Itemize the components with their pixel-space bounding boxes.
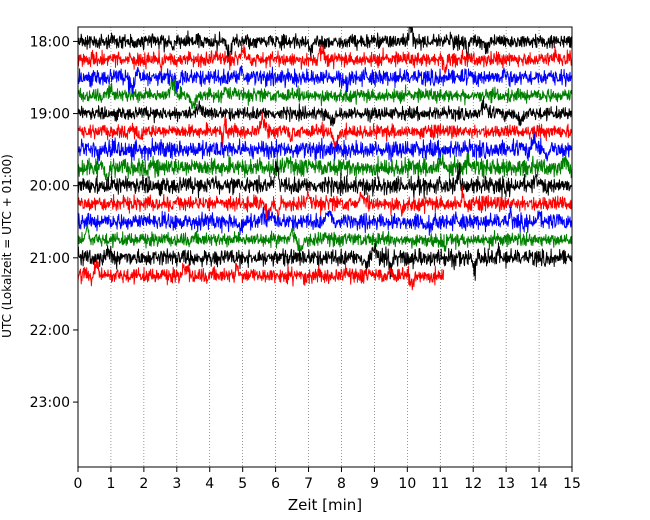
x-tick-label: 15 — [563, 476, 581, 492]
y-tick-label: 21:00 — [30, 251, 70, 267]
x-tick-label: 0 — [74, 476, 83, 492]
seismogram-trace — [78, 185, 572, 220]
y-tick-label: 22:00 — [30, 323, 70, 339]
seismogram-trace — [78, 151, 572, 182]
x-tick-label: 13 — [497, 476, 515, 492]
x-axis-ticks: 0 1 2 3 4 5 6 7 8 9 10 11 12 13 14 15 — [74, 467, 581, 492]
seismogram-trace — [78, 76, 572, 110]
x-tick-label: 8 — [337, 476, 346, 492]
vertical-grid-lines — [110, 27, 540, 467]
x-tick-label: 7 — [304, 476, 313, 492]
x-tick-label: 4 — [205, 476, 214, 492]
seismogram-trace — [78, 160, 572, 199]
seismogram-trace — [78, 111, 572, 149]
x-tick-label: 3 — [172, 476, 181, 492]
x-tick-label: 11 — [431, 476, 449, 492]
seismogram-traces — [78, 27, 572, 291]
seismogram-trace — [78, 259, 445, 291]
y-axis-ticks: 18:00 19:00 20:00 21:00 22:00 23:00 — [30, 34, 78, 411]
x-tick-label: 2 — [139, 476, 148, 492]
seismogram-trace — [78, 132, 572, 165]
x-tick-label: 9 — [370, 476, 379, 492]
seismogram-trace — [78, 206, 572, 236]
seismogram-trace — [78, 223, 572, 254]
x-tick-label: 12 — [464, 476, 482, 492]
x-tick-label: 14 — [530, 476, 548, 492]
seismogram-trace — [78, 242, 572, 281]
seismogram-trace — [78, 44, 572, 76]
y-axis-label: UTC (Lokalzeit = UTC + 01:00) — [0, 154, 14, 338]
seismogram-trace — [78, 98, 572, 127]
seismogram-trace — [78, 65, 572, 96]
x-tick-label: 10 — [398, 476, 416, 492]
y-tick-label: 23:00 — [30, 395, 70, 411]
x-tick-label: 6 — [271, 476, 280, 492]
seismogram-trace — [78, 27, 572, 65]
x-tick-label: 5 — [238, 476, 247, 492]
y-tick-label: 20:00 — [30, 179, 70, 195]
x-axis-label: Zeit [min] — [288, 496, 362, 514]
x-tick-label: 1 — [106, 476, 115, 492]
y-tick-label: 19:00 — [30, 107, 70, 123]
y-tick-label: 18:00 — [30, 34, 70, 50]
plot-frame — [77, 26, 573, 468]
